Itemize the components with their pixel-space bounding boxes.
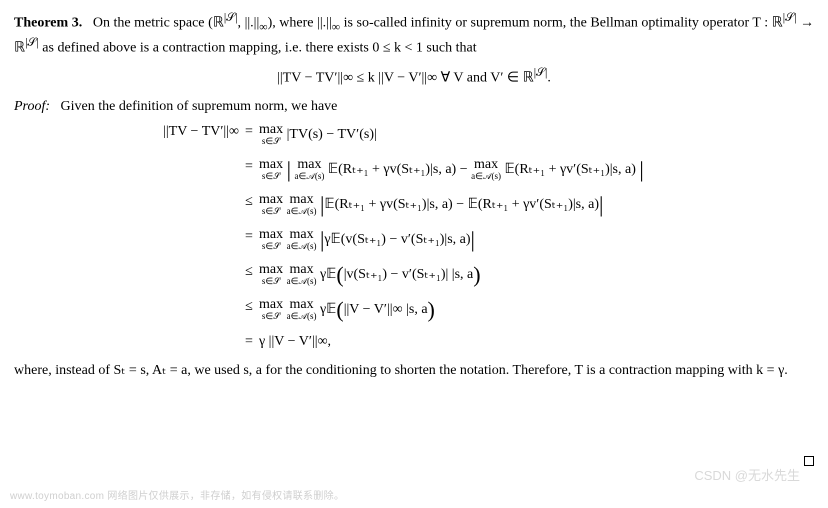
align-rel-5: ≤: [239, 298, 259, 317]
watermark-right: CSDN @无水先生: [694, 465, 800, 484]
max-op: maxa∈𝒜(s): [287, 263, 317, 286]
watermark-left: www.toymoban.com 网络图片仅供展示，非存储，如有侵权请联系删除。: [10, 487, 344, 502]
align-rel-6: =: [239, 333, 259, 352]
rhs-body-1b: 𝔼(Rₜ₊₁ + γv′(Sₜ₊₁)|s, a): [504, 162, 635, 177]
align-rel-3: =: [239, 228, 259, 247]
max-op: maxa∈𝒜(s): [287, 228, 317, 251]
proof-intro: Proof: Given the definition of supremum …: [14, 98, 814, 117]
proof-label: Proof:: [14, 99, 50, 114]
rhs-pre-4: γ𝔼: [320, 267, 336, 282]
max-op: maxa∈𝒜(s): [295, 158, 325, 181]
max-op: maxa∈𝒜(s): [287, 193, 317, 216]
max-op: maxs∈𝒮: [259, 123, 283, 146]
align-rel-2: ≤: [239, 193, 259, 212]
theorem-sub-inf1: ∞: [259, 20, 267, 33]
rhs-body-4: |v(Sₜ₊₁) − v′(Sₜ₊₁)| |s, a: [344, 267, 474, 282]
abs-close: |: [471, 227, 475, 252]
theorem-sub-inf2: ∞: [332, 20, 340, 33]
theorem-sup1: |𝒮|: [224, 11, 238, 24]
rhs-body-2: 𝔼(Rₜ₊₁ + γv(Sₜ₊₁)|s, a) − 𝔼(Rₜ₊₁ + γv′(S…: [324, 197, 599, 212]
align-rhs-0: maxs∈𝒮 |TV(s) − TV′(s)|: [259, 123, 814, 146]
align-rel-0: =: [239, 123, 259, 142]
paren-open: (: [336, 297, 343, 322]
theorem-text-a: On the metric space (ℝ: [93, 16, 224, 31]
theorem-label: Theorem 3.: [14, 16, 82, 31]
proof-align: ||TV − TV′||∞ = maxs∈𝒮 |TV(s) − TV′(s)| …: [54, 123, 814, 352]
qed-box: [804, 456, 814, 466]
align-rel-4: ≤: [239, 263, 259, 282]
max-op: maxs∈𝒮: [259, 263, 283, 286]
max-op: maxa∈𝒜(s): [287, 298, 317, 321]
rhs-body-0: |TV(s) − TV′(s)|: [287, 127, 377, 142]
theorem-text-f: as defined above is a contraction mappin…: [39, 41, 477, 56]
theorem-statement: Theorem 3. On the metric space (ℝ|𝒮|, ||…: [14, 10, 814, 59]
abs-open: |: [287, 157, 291, 182]
align-rhs-5: maxs∈𝒮 maxa∈𝒜(s) γ𝔼(||V − V′||∞ |s, a): [259, 298, 814, 321]
theorem-display-eq: ||TV − TV′||∞ ≤ k ||V − V′||∞ ∀ V and V′…: [14, 65, 814, 89]
theorem-text-c: ), where ||.||: [268, 16, 332, 31]
rhs-body-5: ||V − V′||∞ |s, a: [344, 302, 428, 317]
max-op: maxs∈𝒮: [259, 298, 283, 321]
rhs-pre-5: γ𝔼: [320, 302, 336, 317]
align-rhs-2: maxs∈𝒮 maxa∈𝒜(s) |𝔼(Rₜ₊₁ + γv(Sₜ₊₁)|s, a…: [259, 193, 814, 216]
max-op: maxa∈𝒜(s): [471, 158, 501, 181]
display-sup: |𝒮|: [534, 66, 548, 79]
rhs-body-1a: 𝔼(Rₜ₊₁ + γv(Sₜ₊₁)|s, a) −: [328, 162, 468, 177]
abs-close: |: [599, 192, 603, 217]
theorem-sup2: |𝒮|: [783, 11, 797, 24]
theorem-sup3: |𝒮|: [25, 36, 39, 49]
max-op: maxs∈𝒮: [259, 158, 283, 181]
proof-intro-text: Given the definition of supremum norm, w…: [61, 99, 338, 114]
paren-close: ): [473, 262, 480, 287]
align-rhs-4: maxs∈𝒮 maxa∈𝒜(s) γ𝔼(|v(Sₜ₊₁) − v′(Sₜ₊₁)|…: [259, 263, 814, 286]
max-op: maxs∈𝒮: [259, 228, 283, 251]
theorem-text-d: is so-called infinity or supremum norm, …: [340, 16, 783, 31]
display-body: ||TV − TV′||∞ ≤ k ||V − V′||∞ ∀ V and V′…: [277, 70, 534, 85]
max-op: maxs∈𝒮: [259, 193, 283, 216]
rhs-body-3: γ𝔼(v(Sₜ₊₁) − v′(Sₜ₊₁)|s, a): [324, 232, 470, 247]
align-rel-1: =: [239, 158, 259, 177]
align-lhs: ||TV − TV′||∞: [54, 123, 239, 142]
align-rhs-3: maxs∈𝒮 maxa∈𝒜(s) |γ𝔼(v(Sₜ₊₁) − v′(Sₜ₊₁)|…: [259, 228, 814, 251]
paren-open: (: [336, 262, 343, 287]
page: Theorem 3. On the metric space (ℝ|𝒮|, ||…: [0, 0, 828, 381]
paren-close: ): [428, 297, 435, 322]
display-tail: .: [547, 70, 551, 85]
abs-close: |: [639, 157, 643, 182]
align-rhs-1: maxs∈𝒮 | maxa∈𝒜(s) 𝔼(Rₜ₊₁ + γv(Sₜ₊₁)|s, …: [259, 158, 814, 181]
proof-conclusion: where, instead of Sₜ = s, Aₜ = a, we use…: [14, 362, 814, 381]
theorem-text-b: , ||.||: [238, 16, 260, 31]
align-rhs-6: γ ||V − V′||∞,: [259, 333, 814, 352]
